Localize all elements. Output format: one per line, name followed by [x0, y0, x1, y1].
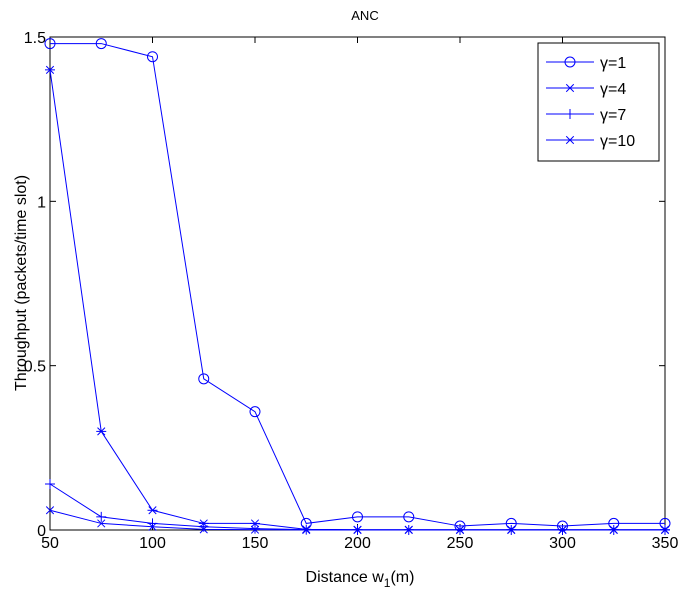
y-tick-label: 0: [37, 523, 46, 540]
series-layer: [44, 38, 671, 535]
data-point: [507, 525, 516, 535]
y-tick-label: 1.5: [24, 30, 46, 47]
data-point: [45, 506, 55, 515]
legend-item: γ=1: [546, 55, 626, 72]
legend-marker: [565, 135, 575, 145]
data-point: [147, 51, 158, 63]
data-point: [250, 525, 260, 534]
legend: γ=1 γ=4 γ=7 γ=10: [537, 42, 660, 162]
data-point: [199, 525, 208, 534]
data-point: [148, 522, 157, 531]
data-point: [45, 478, 55, 489]
x-axis-label-tail: (m): [390, 569, 414, 586]
x-tick-label: 150: [242, 535, 269, 552]
series-4: [45, 506, 670, 535]
data-point: [660, 525, 670, 535]
data-point: [97, 519, 106, 528]
data-point: [250, 523, 260, 534]
data-point: [96, 427, 107, 436]
data-point: [403, 511, 415, 523]
data-point: [96, 511, 107, 522]
data-point: [44, 38, 56, 50]
legend-box: [537, 42, 660, 162]
x-tick-label: 200: [344, 535, 371, 552]
data-point: [302, 525, 311, 535]
data-point: [250, 519, 260, 528]
data-point: [45, 65, 55, 74]
data-point: [147, 506, 158, 515]
legend-label: γ=4: [600, 81, 626, 98]
x-tick-label: 300: [549, 535, 576, 552]
x-axis-label-main: Distance w: [306, 569, 385, 586]
data-point: [353, 525, 362, 535]
y-tick-label: 0.5: [24, 359, 46, 376]
y-axis-label: Throughput (packets/time slot): [13, 175, 30, 391]
legend-marker: [565, 109, 575, 119]
legend-marker: [564, 56, 576, 68]
data-point: [249, 406, 261, 418]
legend-item: γ=7: [546, 107, 626, 124]
data-point: [609, 525, 618, 535]
legend-item: γ=10: [546, 133, 635, 150]
x-axis-label: Distance w1(m): [306, 569, 415, 590]
legend-label: γ=7: [600, 107, 626, 124]
data-point: [404, 525, 413, 535]
legend-item: γ=4: [546, 81, 626, 98]
x-tick-label: 100: [139, 535, 166, 552]
data-point: [558, 525, 567, 535]
legend-label: γ=1: [600, 55, 626, 72]
y-tick-label: 1: [37, 194, 46, 211]
data-point: [95, 38, 107, 50]
legend-marker: [565, 83, 575, 93]
data-point: [198, 373, 210, 385]
x-tick-label: 250: [447, 535, 474, 552]
x-tick-label: 50: [41, 535, 59, 552]
chart-title: ANC: [351, 8, 378, 23]
data-point: [455, 525, 465, 535]
data-point: [352, 511, 363, 523]
x-axis-label-subscript: 1: [384, 576, 391, 590]
legend-label: γ=10: [600, 133, 635, 150]
x-tick-label: 350: [652, 535, 679, 552]
